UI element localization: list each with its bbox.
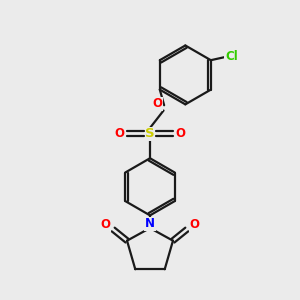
Text: Cl: Cl: [225, 50, 238, 63]
Text: O: O: [176, 127, 186, 140]
Text: S: S: [145, 127, 155, 140]
Text: O: O: [100, 218, 110, 231]
Text: O: O: [153, 97, 163, 110]
Text: O: O: [190, 218, 200, 231]
Text: O: O: [114, 127, 124, 140]
Text: N: N: [145, 217, 155, 230]
